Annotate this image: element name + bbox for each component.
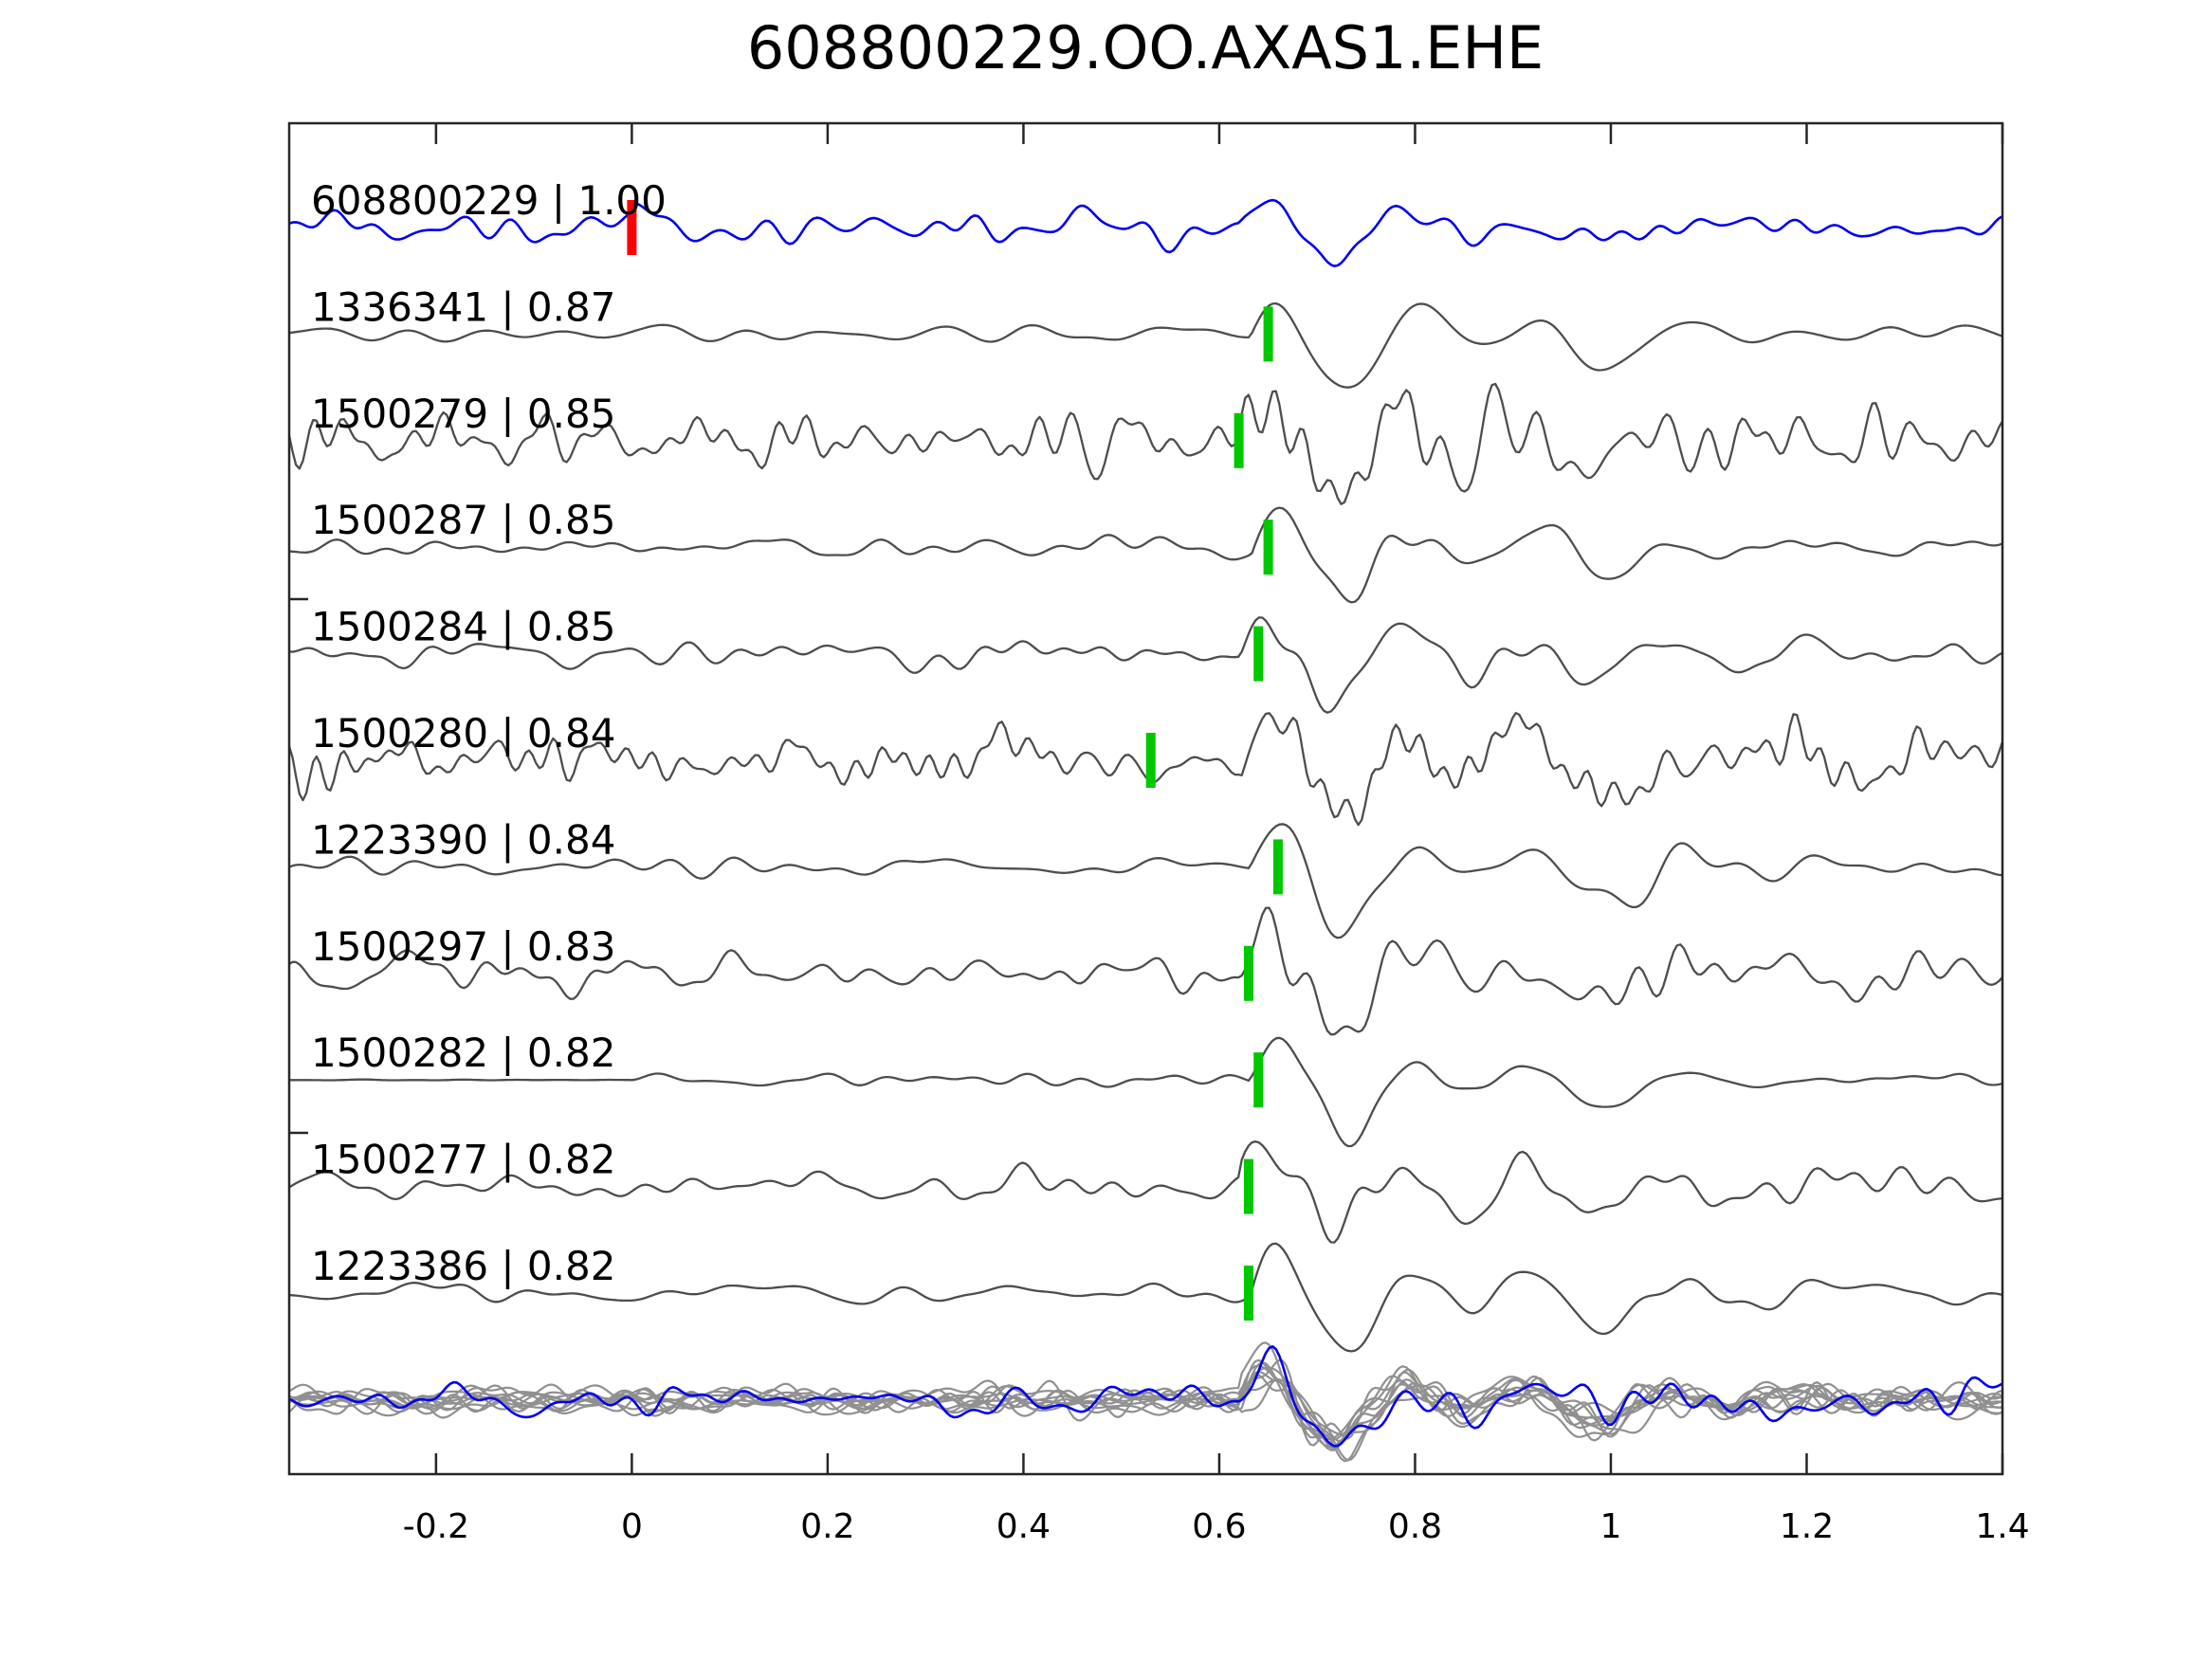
trace-label-group: 608800229 | 1.00 1336341 | 0.87 1500279 | … [311,177,667,1289]
trace-label-608800229: 608800229 | 1.00 [311,177,667,224]
pick-marker-group [627,200,1283,1321]
trace-1500282 [289,1036,2002,1148]
x-axis-tick-label: 0.6 [1192,1507,1246,1546]
trace-label-1500279: 1500279 | 0.85 [311,391,615,437]
cc-pick-marker-1500287 [1263,520,1273,575]
cc-pick-marker-1500284 [1253,626,1264,682]
trace-608800229 [289,198,2002,267]
x-axis-tick-label: 0.2 [800,1507,854,1546]
cc-pick-marker-1336341 [1263,306,1273,362]
trace-label-1500280: 1500280 | 0.84 [311,710,615,757]
x-axis-tick-label: -0.2 [403,1507,469,1546]
trace-1223390 [289,823,2002,939]
cc-pick-marker-1500279 [1234,412,1244,468]
cc-pick-marker-1223390 [1272,839,1283,895]
trace-label-1336341: 1336341 | 0.87 [311,283,615,330]
trace-label-1500287: 1500287 | 0.85 [311,497,615,543]
trace-label-1223390: 1223390 | 0.84 [311,816,615,863]
trace-label-1223386: 1223386 | 0.82 [311,1243,615,1289]
cc-pick-marker-1500280 [1145,733,1156,788]
x-axis-tick-label: 0.8 [1388,1507,1442,1546]
trace-group [289,198,2002,1463]
trace-label-1500277: 1500277 | 0.82 [311,1137,615,1183]
trace-1500280 [289,711,2002,827]
trace-label-1500284: 1500284 | 0.85 [311,604,615,650]
trace-label-1500282: 1500282 | 0.82 [311,1030,615,1076]
trace-1500279 [289,382,2002,505]
x-axis-tick-label: 1.4 [1975,1507,2029,1546]
reference-pick-marker-608800229 [627,200,637,255]
plot-frame [287,121,2004,1476]
overlay-reference-trace [289,1345,2002,1448]
cc-pick-marker-1500277 [1243,1158,1253,1214]
x-axis-tick-label: 1 [1600,1507,1622,1546]
plot-title: 608800229.OO.AXAS1.EHE [747,13,1544,82]
trace-1500297 [289,906,2002,1036]
trace-1500277 [289,1139,2002,1244]
cc-pick-marker-1223386 [1243,1266,1253,1321]
x-axis-tick-label: 0.4 [996,1507,1051,1546]
trace-1500287 [289,506,2002,604]
overlay-trace-9 [289,1369,2002,1447]
x-axis-tick-label: 1.2 [1780,1507,1834,1546]
trace-label-1500297: 1500297 | 0.83 [311,923,615,970]
cc-pick-marker-1500282 [1253,1052,1264,1108]
trace-1500284 [289,616,2002,714]
trace-1223386 [289,1242,2002,1353]
axes-group: -0.2 0 0.2 0.4 0.6 0.8 1 1.2 1.4 [287,121,2030,1546]
x-axis-tick-label: 0 [621,1507,643,1546]
trace-1336341 [289,301,2002,389]
cc-pick-marker-1500297 [1243,945,1253,1001]
